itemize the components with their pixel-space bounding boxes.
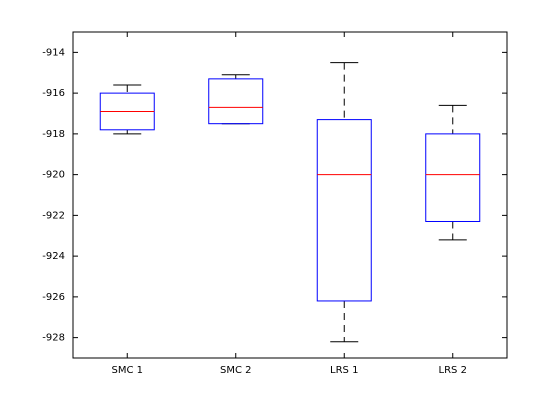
y-tick-label: -924 (42, 251, 65, 262)
y-tick-label: -926 (42, 292, 65, 303)
x-tick-label: SMC 1 (112, 365, 144, 376)
x-tick-label: LRS 1 (330, 365, 358, 376)
y-tick-label: -920 (42, 170, 65, 181)
x-tick-label: SMC 2 (220, 365, 252, 376)
y-tick-label: -918 (42, 129, 65, 140)
x-tick-label: LRS 2 (439, 365, 467, 376)
box (425, 133, 481, 222)
y-tick-label: -928 (42, 333, 65, 344)
y-tick-label: -916 (42, 88, 65, 99)
y-tick-label: -922 (42, 210, 65, 221)
box (316, 119, 372, 302)
plot-frame (72, 31, 508, 359)
box (208, 78, 264, 125)
y-tick-label: -914 (42, 47, 65, 58)
